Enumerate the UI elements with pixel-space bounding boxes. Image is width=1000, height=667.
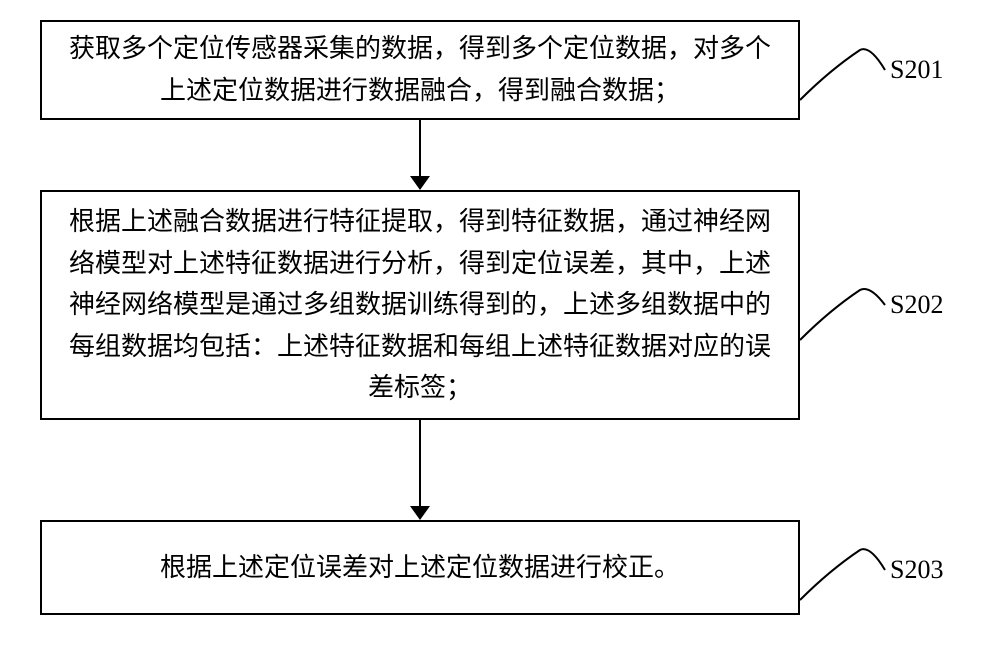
step-label-3-text: S203 xyxy=(890,555,943,584)
arrow-2-line xyxy=(419,420,421,508)
flowchart-step-1-text: 获取多个定位传感器采集的数据，得到多个定位数据，对多个上述定位数据进行数据融合，… xyxy=(66,28,774,111)
step-label-2-text: S202 xyxy=(890,290,943,319)
step-label-1-text: S201 xyxy=(890,55,943,84)
flowchart-step-2-text: 根据上述融合数据进行特征提取，得到特征数据，通过神经网络模型对上述特征数据进行分… xyxy=(66,201,774,409)
step-label-2: S202 xyxy=(890,290,943,320)
arrow-2-head xyxy=(410,506,430,520)
step-label-1: S201 xyxy=(890,55,943,85)
flowchart-canvas: 获取多个定位传感器采集的数据，得到多个定位数据，对多个上述定位数据进行数据融合，… xyxy=(0,0,1000,667)
flowchart-step-3-text: 根据上述定位误差对上述定位数据进行校正。 xyxy=(160,547,680,589)
flowchart-step-2: 根据上述融合数据进行特征提取，得到特征数据，通过神经网络模型对上述特征数据进行分… xyxy=(40,190,800,420)
flowchart-step-1: 获取多个定位传感器采集的数据，得到多个定位数据，对多个上述定位数据进行数据融合，… xyxy=(40,20,800,120)
flowchart-step-3: 根据上述定位误差对上述定位数据进行校正。 xyxy=(40,520,800,615)
arrow-1-line xyxy=(419,120,421,178)
arrow-1-head xyxy=(410,176,430,190)
step-label-3: S203 xyxy=(890,555,943,585)
